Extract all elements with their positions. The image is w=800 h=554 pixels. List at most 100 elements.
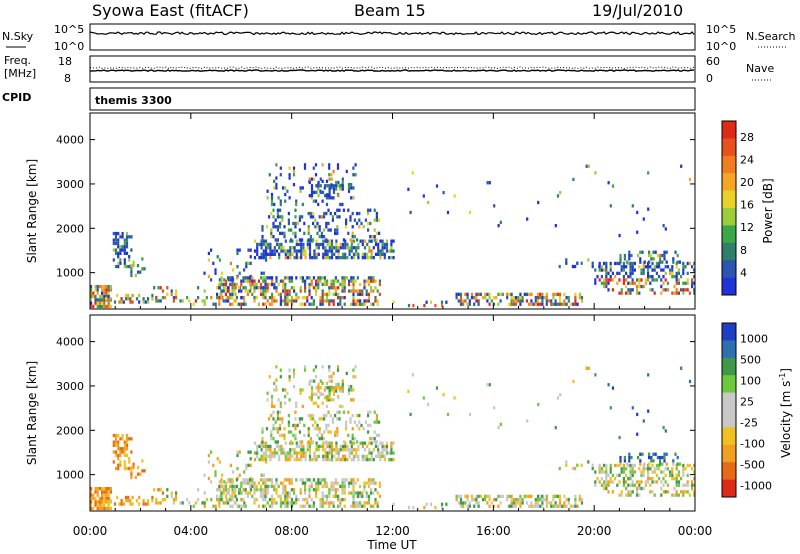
velocity-cell xyxy=(308,478,311,482)
velocity-cell xyxy=(475,501,478,505)
velocity-cell xyxy=(552,498,555,502)
velocity-cell xyxy=(284,488,287,492)
velocity-cell xyxy=(693,490,696,494)
power-cell xyxy=(363,286,366,290)
velocity-cell xyxy=(682,463,685,468)
velocity-cell xyxy=(210,498,213,502)
velocity-cell xyxy=(253,501,256,505)
power-cell xyxy=(611,288,614,292)
velocity-cell xyxy=(369,437,372,441)
velocity-cell xyxy=(378,420,381,424)
velocity-cell xyxy=(299,488,302,492)
power-cell xyxy=(159,286,162,290)
power-cell xyxy=(611,184,615,188)
power-cell xyxy=(648,250,651,254)
velocity-cell xyxy=(282,491,285,495)
velocity-cell xyxy=(123,447,126,451)
velocity-cell xyxy=(284,454,287,458)
power-cell xyxy=(477,299,480,303)
velocity-cell xyxy=(242,488,245,492)
velocity-cell xyxy=(266,491,269,495)
power-cell xyxy=(512,296,515,300)
velocity-cell xyxy=(257,504,260,508)
velocity-cell xyxy=(638,480,641,484)
power-cell xyxy=(673,275,676,279)
velocity-cell xyxy=(392,502,395,506)
velocity-cell xyxy=(664,429,667,433)
velocity-cell xyxy=(629,493,632,497)
velocity-cell xyxy=(576,463,579,467)
velocity-cell xyxy=(359,501,362,505)
velocity-cell xyxy=(313,454,316,458)
velocity-cell xyxy=(644,467,647,471)
velocity-cell xyxy=(554,501,557,505)
velocity-cell xyxy=(367,501,370,505)
colorbar-tick-label: -500 xyxy=(740,459,765,472)
velocity-cell xyxy=(680,366,683,370)
power-cell xyxy=(257,279,260,283)
power-cell xyxy=(510,302,513,306)
power-cell xyxy=(280,242,283,247)
power-cell xyxy=(166,292,169,296)
power-cell xyxy=(639,257,642,261)
velocity-cell xyxy=(293,501,296,505)
velocity-cell xyxy=(90,500,93,504)
power-cell xyxy=(336,228,339,232)
power-cell xyxy=(370,302,373,306)
velocity-cell xyxy=(129,499,132,503)
power-cell xyxy=(352,276,355,280)
velocity-cell xyxy=(101,490,104,494)
velocity-cell xyxy=(374,488,377,492)
power-cell xyxy=(642,284,645,289)
power-cell xyxy=(335,256,338,260)
power-cell xyxy=(312,238,315,242)
velocity-cell xyxy=(662,470,665,474)
velocity-cell xyxy=(288,378,291,382)
velocity-cell xyxy=(647,480,650,484)
power-cell xyxy=(372,276,375,280)
power-cell xyxy=(103,288,106,292)
power-cell xyxy=(278,256,281,260)
velocity-cell xyxy=(308,379,311,383)
velocity-cell xyxy=(214,504,217,508)
power-cell xyxy=(308,177,311,181)
power-cell xyxy=(534,302,537,306)
velocity-cell xyxy=(677,470,680,474)
power-cell xyxy=(647,271,650,275)
velocity-cell xyxy=(307,440,310,444)
velocity-cell xyxy=(284,491,287,495)
velocity-cell xyxy=(315,494,318,498)
power-cell xyxy=(253,296,256,300)
velocity-cell xyxy=(684,483,687,487)
velocity-cell xyxy=(262,454,265,458)
velocity-cell xyxy=(351,413,354,418)
power-cell xyxy=(536,299,540,303)
power-cell xyxy=(367,299,370,303)
velocity-cell xyxy=(369,410,372,414)
power-cell xyxy=(381,242,384,247)
power-cell xyxy=(328,242,331,247)
velocity-cell xyxy=(675,490,678,494)
power-cell xyxy=(279,279,282,283)
power-cell xyxy=(94,294,97,299)
power-cell xyxy=(627,291,630,295)
velocity-cell xyxy=(618,493,621,497)
power-cell xyxy=(284,186,287,190)
velocity-cell xyxy=(669,473,672,477)
power-cell xyxy=(388,256,391,260)
power-cell xyxy=(390,246,393,250)
velocity-cell xyxy=(567,498,570,502)
velocity-cell xyxy=(331,417,334,421)
power-cell xyxy=(545,299,548,303)
velocity-cell xyxy=(323,494,326,498)
power-cell xyxy=(103,304,106,309)
power-cell xyxy=(335,239,338,243)
velocity-cell xyxy=(105,487,108,491)
velocity-cell xyxy=(323,417,326,421)
power-cell xyxy=(301,215,304,219)
velocity-cell xyxy=(277,398,280,402)
power-cell xyxy=(686,281,689,285)
power-cell xyxy=(672,260,675,264)
power-cell xyxy=(359,282,362,287)
power-cell xyxy=(468,299,471,303)
